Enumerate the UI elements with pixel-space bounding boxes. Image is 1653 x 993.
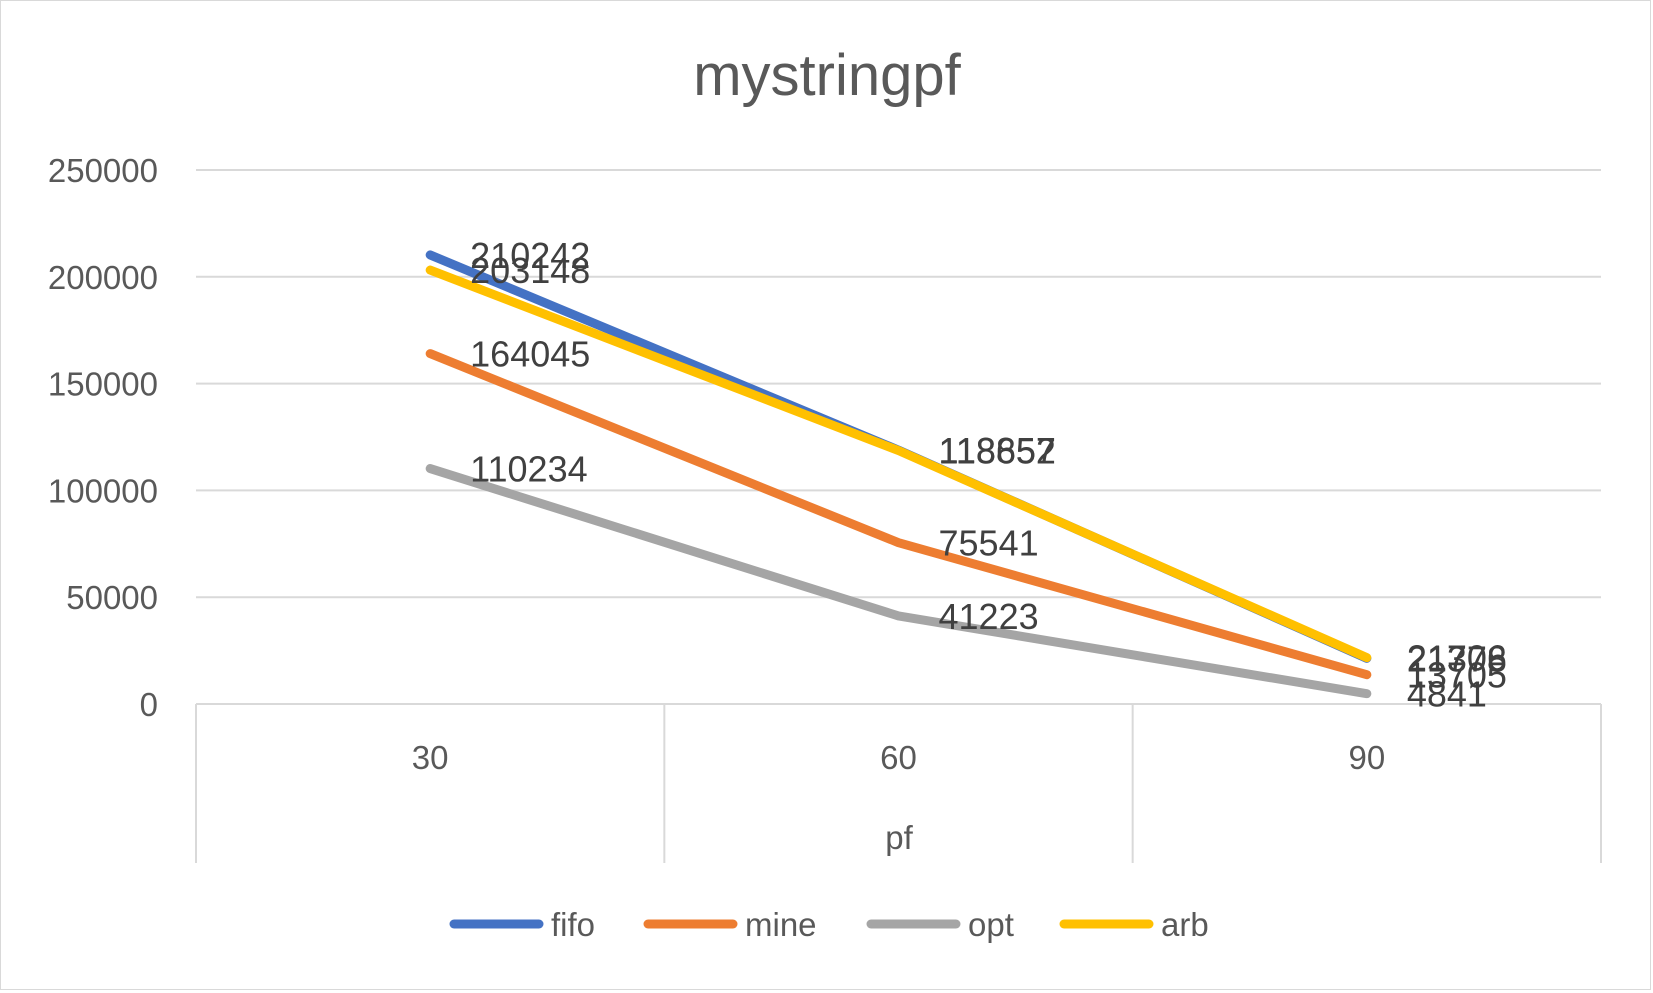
data-label: 4841 bbox=[1407, 674, 1487, 715]
data-label: 13705 bbox=[1407, 655, 1507, 696]
gridlines bbox=[196, 169, 1601, 599]
data-label: 203148 bbox=[470, 250, 590, 291]
data-label: 210242 bbox=[470, 235, 590, 276]
data-label: 118857 bbox=[939, 430, 1056, 471]
legend-label-opt: opt bbox=[968, 906, 1014, 943]
data-label: 118652 bbox=[939, 431, 1056, 472]
data-label: 110234 bbox=[470, 449, 587, 490]
x-axis bbox=[195, 703, 1602, 863]
data-label: 75541 bbox=[939, 523, 1039, 564]
legend: fifo mine opt arb bbox=[449, 906, 1209, 943]
y-tick-label: 50000 bbox=[66, 579, 158, 616]
series-lines bbox=[425, 250, 1372, 699]
y-tick-label: 0 bbox=[140, 686, 158, 723]
y-tick-label: 150000 bbox=[48, 366, 158, 403]
legend-label-arb: arb bbox=[1161, 906, 1209, 943]
data-label: 164045 bbox=[470, 334, 590, 375]
x-tick-label: 60 bbox=[880, 739, 917, 776]
series-line-opt bbox=[425, 464, 1372, 699]
chart-title: mystringpf bbox=[693, 43, 961, 108]
legend-label-mine: mine bbox=[745, 906, 817, 943]
series-line-arb bbox=[425, 265, 1372, 663]
x-axis-ticks: 30 60 90 bbox=[412, 739, 1385, 776]
y-tick-label: 100000 bbox=[48, 472, 158, 509]
series-line-mine bbox=[425, 349, 1372, 680]
y-tick-label: 250000 bbox=[48, 152, 158, 189]
x-tick-label: 90 bbox=[1348, 739, 1385, 776]
legend-label-fifo: fifo bbox=[551, 906, 595, 943]
data-labels: 210242 118857 21378 164045 75541 13705 110234 4… bbox=[470, 235, 1507, 715]
data-label: 41223 bbox=[939, 596, 1039, 637]
x-tick-label: 30 bbox=[412, 739, 449, 776]
data-label: 21706 bbox=[1407, 638, 1507, 679]
x-axis-title: pf bbox=[885, 819, 913, 856]
data-label: 21378 bbox=[1407, 638, 1507, 679]
y-axis-ticks: 0 50000 100000 150000 200000 250000 bbox=[48, 152, 158, 723]
y-tick-label: 200000 bbox=[48, 259, 158, 296]
